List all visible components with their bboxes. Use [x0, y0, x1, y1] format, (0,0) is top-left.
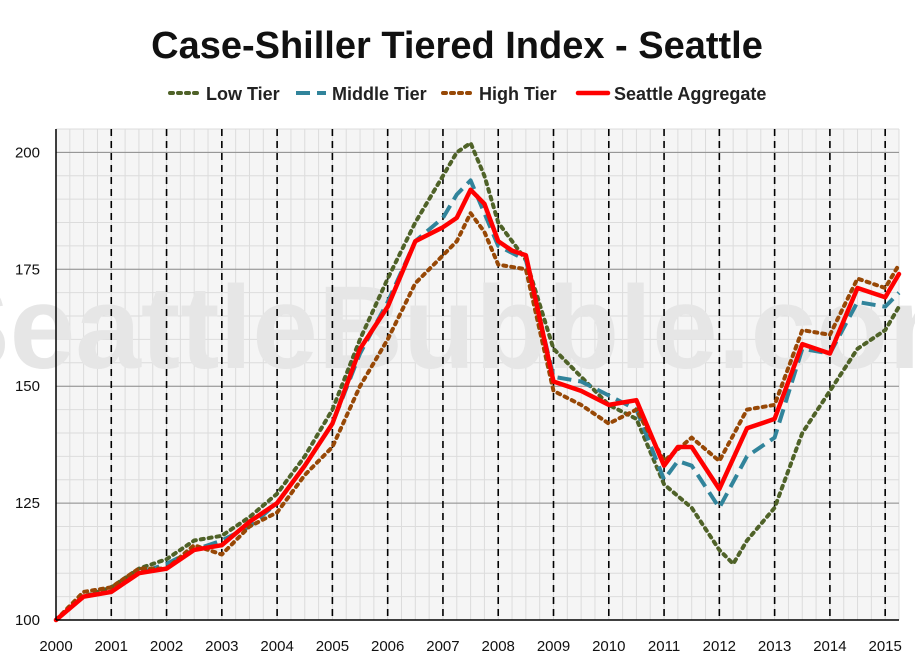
x-tick-label: 2005: [316, 638, 349, 655]
x-tick-label: 2012: [703, 638, 736, 655]
x-tick-label: 2015: [868, 638, 901, 655]
legend-label-seattle-aggregate: Seattle Aggregate: [614, 84, 766, 104]
x-axis-ticks: 2000 2001 2002 2003 2004 2005 2006 2007 2008 2009…: [39, 638, 902, 655]
x-tick-label: 2013: [758, 638, 791, 655]
x-tick-label: 2011: [648, 638, 680, 655]
x-tick-label: 2014: [813, 638, 846, 655]
series-line-seattle-aggregate: [53, 187, 902, 623]
plot-background: [56, 129, 899, 620]
x-tick-label: 2004: [260, 638, 293, 655]
legend-label-high-tier: High Tier: [479, 84, 557, 104]
y-tick-label: 175: [15, 261, 40, 278]
x-tick-label: 2010: [592, 638, 625, 655]
x-tick-label: 2009: [537, 638, 570, 655]
x-tick-label: 2008: [482, 638, 515, 655]
series-line-high-tier: [54, 211, 901, 622]
axes: [55, 129, 899, 621]
year-lines: [110, 129, 886, 620]
y-tick-label: 125: [15, 495, 40, 512]
x-tick-label: 2001: [95, 638, 128, 655]
y-tick-label: 100: [15, 612, 40, 629]
legend-label-middle-tier: Middle Tier: [332, 84, 427, 104]
series-lines: [53, 141, 902, 623]
series-line-low-tier: [54, 141, 901, 622]
y-tick-label: 150: [15, 378, 40, 395]
x-tick-label: 2000: [39, 638, 72, 655]
legend-label-low-tier: Low Tier: [206, 84, 280, 104]
chart-title: Case-Shiller Tiered Index - Seattle: [151, 25, 763, 67]
x-tick-label: 2002: [150, 638, 183, 655]
y-tick-label: 200: [15, 144, 40, 161]
x-tick-label: 2006: [371, 638, 404, 655]
x-tick-label: 2007: [426, 638, 459, 655]
y-axis-ticks: 100 125 150 175 200: [15, 144, 40, 629]
watermark: SeattleBubble.com: [0, 262, 915, 394]
x-tick-label: 2003: [205, 638, 238, 655]
series-line-middle-tier: [54, 178, 901, 622]
legend: Low Tier Middle Tier High Tier Seattle Aggr…: [168, 84, 766, 104]
